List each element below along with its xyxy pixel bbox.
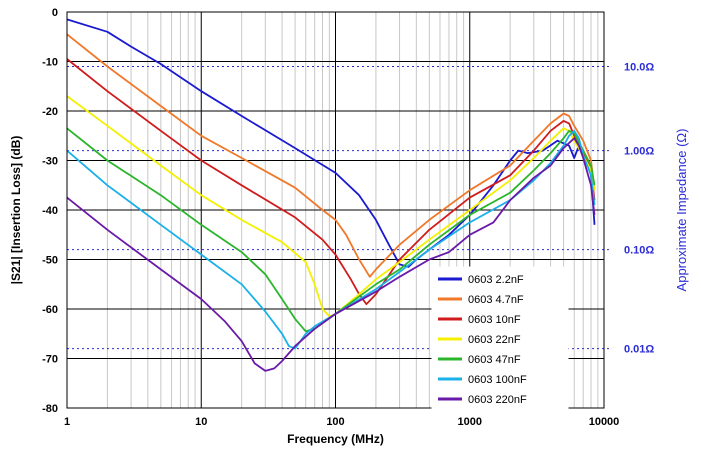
series-line xyxy=(66,129,596,350)
series-line xyxy=(66,127,596,333)
y-tick-label: -20 xyxy=(42,106,58,118)
plot-border xyxy=(66,11,605,409)
impedance-tick-label: 0.10Ω xyxy=(624,245,654,257)
legend-entry: 0603 220nF xyxy=(468,394,527,406)
y-tick-labels: 0 -10 -20 -30 -40 -50 -60 -70 -80 xyxy=(42,7,58,415)
legend-entry: 0603 22nF xyxy=(468,334,521,346)
legend-entry: 0603 100nF xyxy=(468,374,527,386)
legend-entry: 0603 4.7nF xyxy=(468,294,524,306)
y-tick-label: -50 xyxy=(42,255,58,267)
impedance-tick-label: 10.0Ω xyxy=(624,61,654,73)
y-tick-label: -80 xyxy=(42,403,58,415)
legend-entry: 0603 2.2nF xyxy=(468,274,524,286)
y-tick-label: -60 xyxy=(42,304,58,316)
x-tick-label: 10000 xyxy=(589,416,620,428)
impedance-tick-label: 0.01Ω xyxy=(624,344,654,356)
series-group xyxy=(66,18,596,372)
x-tick-label: 1 xyxy=(64,416,70,428)
impedance-reference-lines xyxy=(67,65,612,350)
legend-entry: 0603 47nF xyxy=(468,354,521,366)
impedance-tick-labels: 10.0Ω 1.00Ω 0.10Ω 0.01Ω xyxy=(624,61,654,355)
x-tick-label: 10 xyxy=(195,416,207,428)
x-tick-label: 100 xyxy=(326,416,344,428)
impedance-tick-label: 1.00Ω xyxy=(624,146,654,158)
legend: 0603 2.2nF 0603 4.7nF 0603 10nF 0603 22nF 06… xyxy=(431,266,569,412)
y-axis-label: |S21| [Insertion Loss] (dB) xyxy=(9,136,23,285)
legend-entry: 0603 10nF xyxy=(468,314,521,326)
x-axis-label: Frequency (MHz) xyxy=(287,432,384,446)
y-tick-label: -10 xyxy=(42,57,58,69)
y-tick-label: 0 xyxy=(52,7,58,19)
y2-axis-label: Approximate Impedance (Ω) xyxy=(674,129,689,292)
x-tick-labels: 1 10 100 1000 10000 xyxy=(64,416,619,428)
series-line xyxy=(66,33,596,278)
y-tick-label: -40 xyxy=(42,205,58,217)
y-tick-label: -30 xyxy=(42,156,58,168)
y-tick-label: -70 xyxy=(42,354,58,366)
series-line xyxy=(66,137,596,372)
x-tick-label: 1000 xyxy=(458,416,482,428)
